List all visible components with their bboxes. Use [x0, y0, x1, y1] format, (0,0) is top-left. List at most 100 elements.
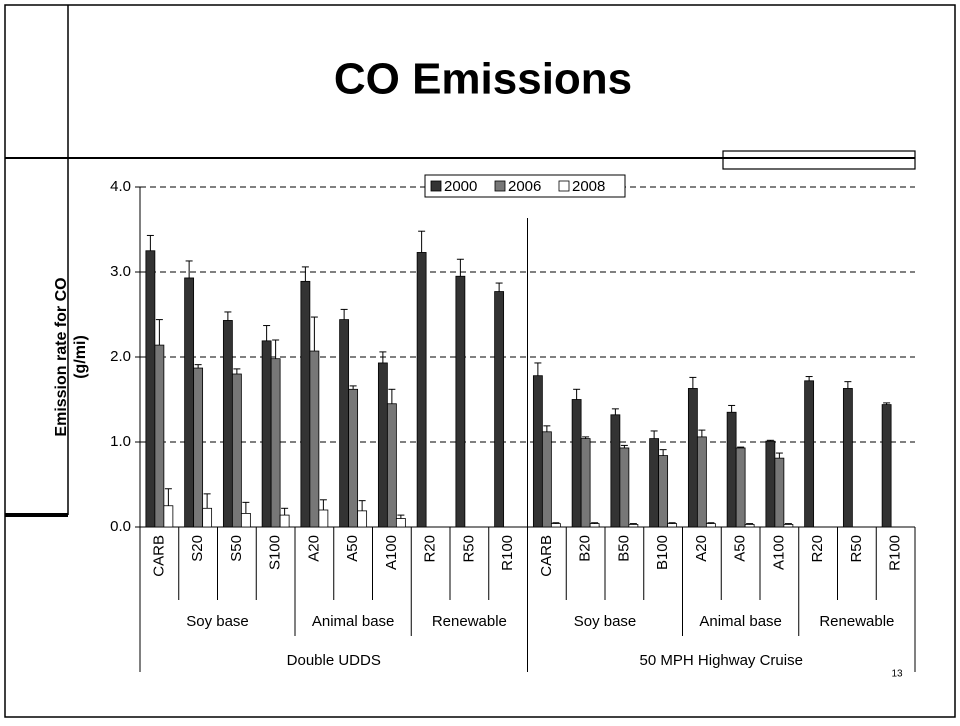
error-bar [689, 376, 697, 389]
page-number: 13 [891, 669, 903, 680]
bar [774, 457, 785, 528]
x-tick-label: S100 [267, 535, 284, 570]
bar [589, 523, 600, 528]
legend-label: 2006 [508, 178, 541, 195]
bar [532, 375, 543, 528]
error-bar [668, 522, 676, 524]
error-bar [456, 258, 464, 277]
y-axis-label-line: Emission rate for CO [53, 277, 70, 436]
error-bar [418, 230, 426, 253]
slide-border [4, 4, 956, 718]
error-bar [582, 436, 590, 439]
error-bar [224, 311, 232, 321]
bar [270, 358, 281, 528]
error-bar [552, 522, 560, 524]
error-bar [358, 500, 366, 511]
bar [300, 280, 311, 528]
bar [494, 291, 505, 528]
bar [735, 447, 746, 528]
bar [163, 505, 174, 528]
bar [783, 524, 794, 528]
legend-label: 2008 [572, 178, 605, 195]
error-bar [242, 501, 250, 514]
bar [804, 380, 815, 528]
y-axis-label-line: (g/mi) [72, 335, 89, 379]
bar [619, 447, 630, 528]
error-bar [698, 429, 706, 437]
x-tick-label: A20 [305, 535, 322, 562]
bar [348, 388, 359, 528]
x-tick-label: A100 [383, 535, 400, 570]
error-bar [155, 319, 163, 346]
bar [309, 350, 320, 528]
y-tick-label: 3.0 [110, 263, 131, 280]
error-bar [620, 444, 628, 448]
error-bar [263, 325, 271, 341]
bar [667, 523, 678, 528]
x-tick-label: R50 [460, 535, 477, 563]
error-bar [301, 266, 309, 282]
y-tick-label: 2.0 [110, 348, 131, 365]
error-bar [746, 523, 754, 525]
error-bar [629, 523, 637, 525]
error-bar [844, 381, 852, 389]
x-tick-label: B50 [615, 535, 632, 562]
error-bar [194, 364, 202, 369]
bar [222, 320, 233, 528]
error-bar [349, 385, 357, 390]
x-tick-label: R50 [848, 535, 865, 563]
error-bar [397, 514, 405, 519]
error-bar [805, 376, 813, 381]
error-bar [591, 522, 599, 524]
x-tick-label: B100 [654, 535, 671, 570]
y-tick-label: 0.0 [110, 518, 131, 535]
group-label: Animal base [699, 613, 782, 630]
group-label: Soy base [574, 613, 637, 630]
error-bar [534, 362, 542, 376]
x-tick-label: R20 [809, 535, 826, 563]
bar [416, 252, 427, 528]
bar [231, 373, 242, 528]
y-axis-label: Emission rate for CO (g/mi) [53, 277, 89, 436]
deco-box [722, 150, 916, 170]
error-bar [379, 351, 387, 363]
error-bar [543, 425, 551, 432]
chart-title: CO Emissions [334, 55, 632, 104]
bar [339, 319, 350, 528]
bar [580, 438, 591, 528]
bar [377, 362, 388, 528]
error-bar [319, 499, 327, 510]
bar [628, 524, 639, 528]
bar [202, 507, 213, 528]
bar [881, 404, 892, 528]
bar [744, 524, 755, 528]
bar [240, 513, 251, 528]
bar [842, 388, 853, 528]
group-label: Renewable [819, 613, 894, 630]
error-bar [185, 260, 193, 278]
group-label: 50 MPH Highway Cruise [640, 652, 803, 669]
legend-swatch [494, 180, 506, 192]
group-label: Soy base [186, 613, 249, 630]
group-label: Animal base [312, 613, 395, 630]
error-bar [164, 488, 172, 506]
bar [726, 411, 737, 528]
error-bar [340, 308, 348, 320]
x-tick-label: R100 [499, 535, 516, 571]
x-tick-label: B20 [577, 535, 594, 562]
bar [318, 509, 329, 528]
group-label: Double UDDS [287, 652, 381, 669]
bar [541, 431, 552, 528]
error-bar [281, 507, 289, 516]
bar [357, 510, 368, 528]
error-bar [495, 282, 503, 292]
x-tick-label: CARB [538, 535, 555, 577]
bar [455, 275, 466, 528]
error-bar [659, 449, 667, 456]
bar [261, 340, 272, 528]
error-bar [650, 430, 658, 439]
y-tick-label: 1.0 [110, 433, 131, 450]
legend-box [424, 174, 626, 198]
